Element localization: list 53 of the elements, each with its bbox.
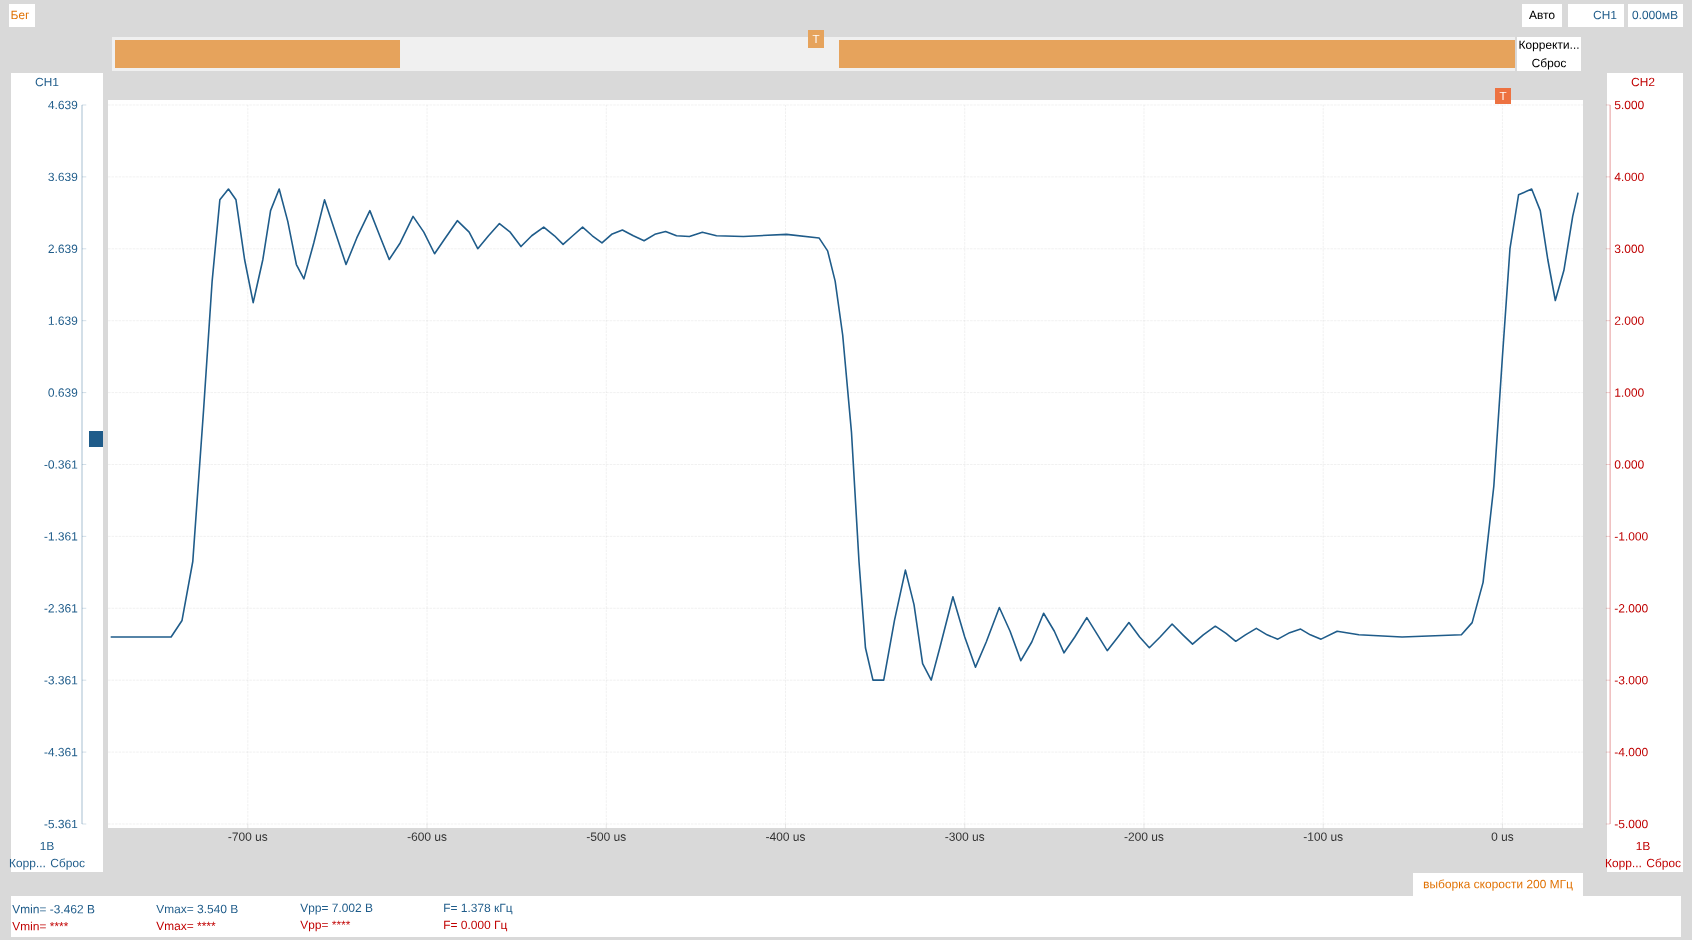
text: 1В: [40, 841, 54, 851]
y2-tick-label: 0.000: [1614, 460, 1644, 469]
text: F= 0.000 Гц: [444, 920, 508, 932]
text: Vpp= 7.002 В: [300, 903, 373, 915]
y-tick-label: -0.361: [44, 460, 78, 469]
text: Сброс: [1532, 58, 1567, 70]
text: Vmax= 3.540 В: [156, 904, 238, 914]
x-tick-label: -700 us: [228, 832, 268, 841]
y-tick-label: -2.361: [44, 604, 78, 613]
y2-tick-label: 5.000: [1614, 100, 1644, 110]
y2-tick-label: -2.000: [1614, 604, 1648, 613]
text: T: [812, 34, 820, 44]
x-tick-label: -300 us: [945, 832, 985, 841]
y-tick-label: -4.361: [44, 747, 78, 757]
y2-tick-label: -4.000: [1614, 747, 1648, 757]
x-tick-label: -600 us: [407, 832, 447, 841]
text: Авто: [1529, 10, 1555, 20]
y2-tick-label: 2.000: [1614, 316, 1644, 325]
y2-tick-label: -1.000: [1614, 532, 1648, 541]
text: Корр... Сброс: [9, 858, 85, 870]
text: Vpp= ****: [300, 920, 351, 932]
text: F= 1.378 кГц: [444, 903, 513, 915]
y2-tick-label: 4.000: [1614, 172, 1644, 182]
x-tick-label: 0 us: [1491, 832, 1514, 841]
text: 0.000мВ: [1632, 10, 1678, 20]
y-tick-label: -1.361: [44, 532, 78, 541]
x-tick-label: -500 us: [586, 832, 626, 841]
y-tick-label: -5.361: [44, 819, 78, 829]
y-tick-label: 3.639: [48, 172, 78, 182]
text: 1В: [1636, 841, 1650, 851]
y-tick-label: 2.639: [48, 244, 78, 254]
text: Vmin= ****: [12, 921, 69, 931]
text: Vmin= -3.462 В: [12, 904, 95, 914]
text: Корр... Сброс: [1605, 858, 1681, 870]
text: Vmax= ****: [156, 921, 216, 931]
text: CH1: [35, 77, 59, 87]
y2-tick-label: 3.000: [1614, 244, 1644, 254]
text: Бег: [11, 10, 30, 20]
x-tick-label: -200 us: [1124, 832, 1164, 841]
y-tick-label: 0.639: [48, 388, 78, 397]
y2-tick-label: -5.000: [1614, 819, 1648, 829]
text: CH2: [1631, 77, 1655, 87]
text: Корректи...: [1519, 40, 1579, 52]
text: T: [1499, 91, 1507, 101]
x-tick-label: -400 us: [766, 832, 805, 841]
y2-tick-label: -3.000: [1614, 675, 1648, 685]
y-tick-label: 1.639: [48, 316, 78, 325]
x-tick-label: -100 us: [1303, 832, 1343, 841]
text: выборка скорости 200 МГц: [1423, 879, 1573, 891]
y-tick-label: 4.639: [48, 100, 78, 110]
y-tick-label: -3.361: [44, 675, 78, 685]
y2-tick-label: 1.000: [1615, 388, 1644, 397]
text: CH1: [1593, 10, 1617, 20]
